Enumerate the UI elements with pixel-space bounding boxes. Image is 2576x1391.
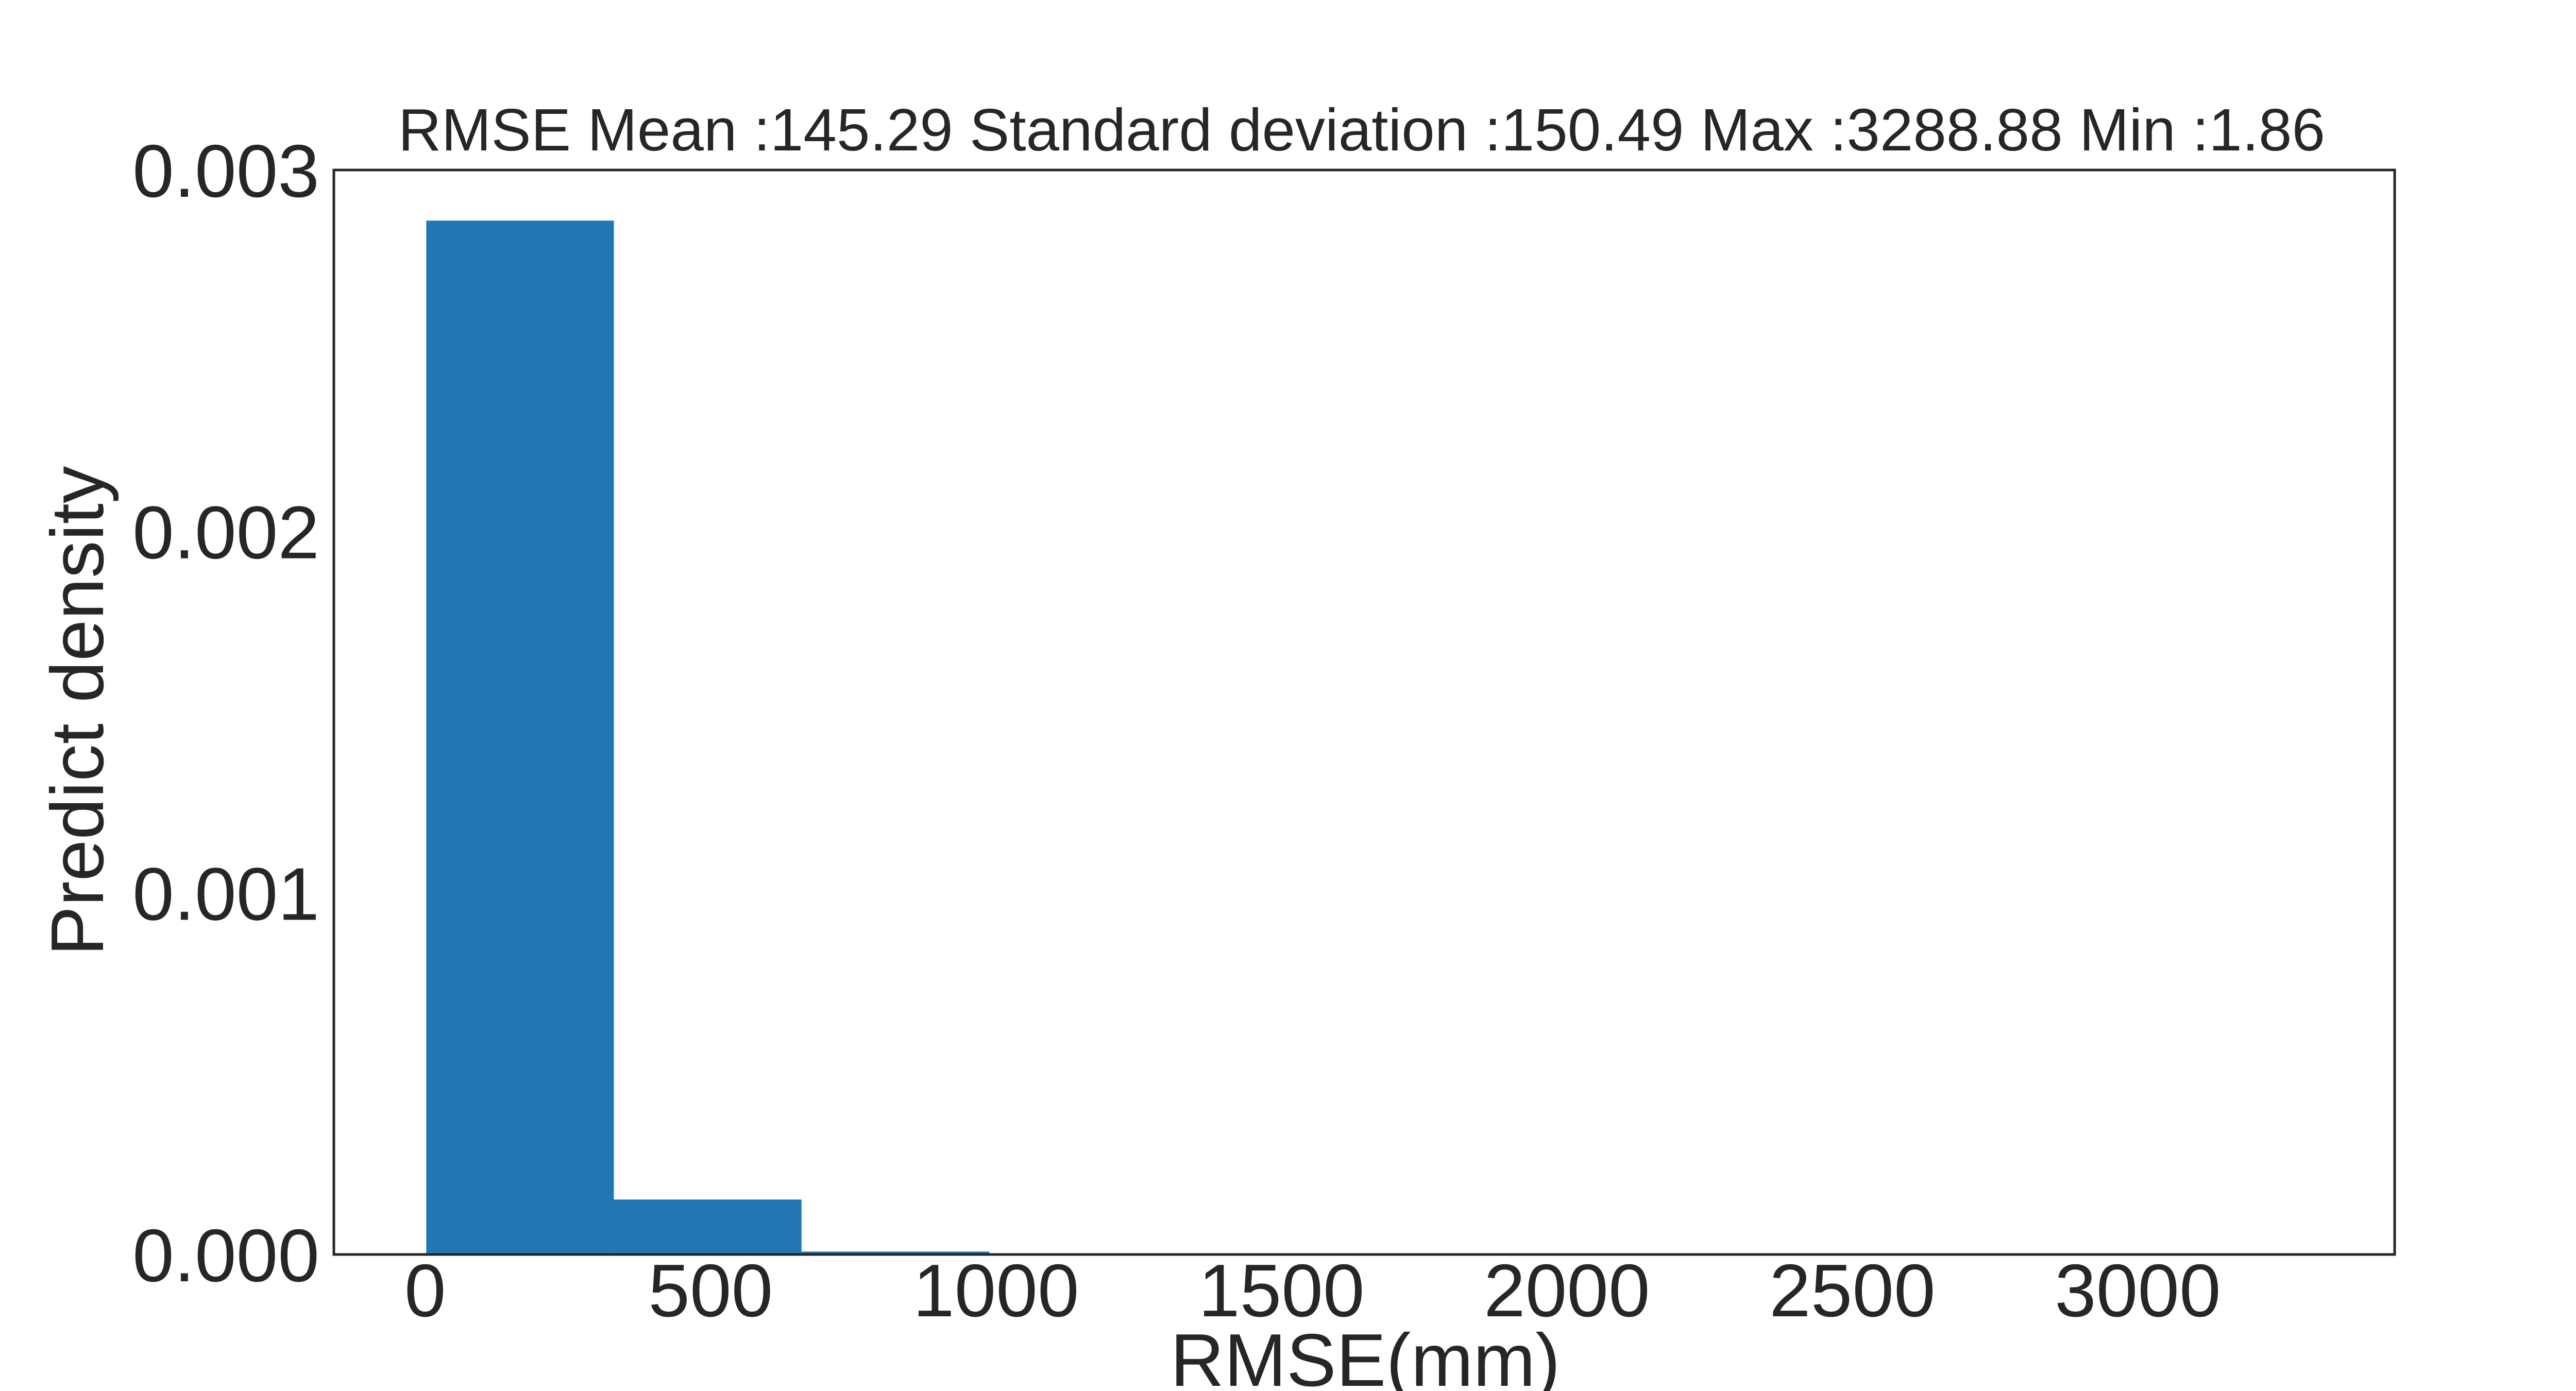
histogram-bar-2	[801, 1251, 989, 1254]
x-tick-labels: 0 500 1000 1500 2000 2500 3000	[404, 1249, 2221, 1332]
x-tick-label: 2500	[1769, 1249, 1936, 1332]
y-tick-label: 0.000	[132, 1214, 319, 1297]
histogram-bar-0	[426, 220, 614, 1254]
y-tick-label: 0.001	[132, 852, 319, 936]
x-tick-label: 1500	[1198, 1249, 1365, 1332]
x-tick-label: 0	[404, 1249, 446, 1332]
x-tick-label: 1000	[913, 1249, 1079, 1332]
x-tick-label: 500	[648, 1249, 773, 1332]
chart-title: RMSE Mean :145.29 Standard deviation :15…	[398, 96, 2325, 163]
y-tick-labels: 0.000 0.001 0.002 0.003	[132, 129, 319, 1297]
x-axis-label: RMSE(mm)	[1170, 1318, 1560, 1391]
x-tick-label: 3000	[2055, 1249, 2221, 1332]
histogram-bar-1	[614, 1199, 802, 1254]
y-tick-label: 0.002	[132, 491, 319, 574]
bars-group	[426, 220, 2303, 1254]
y-axis-label: Predict density	[36, 466, 119, 956]
axes-frame	[332, 168, 2396, 1256]
y-tick-label: 0.003	[132, 129, 319, 213]
x-tick-label: 2000	[1484, 1249, 1650, 1332]
